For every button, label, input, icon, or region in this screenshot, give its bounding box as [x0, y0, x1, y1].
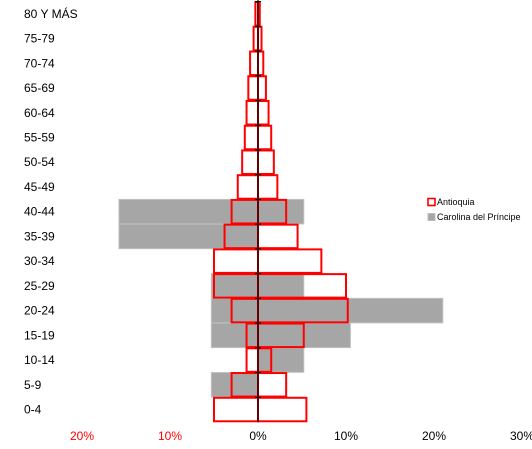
category-label: 70-74 [24, 56, 55, 70]
category-label: 55-59 [24, 130, 55, 144]
category-label: 80 Y MÁS [24, 6, 78, 21]
category-label: 0-4 [24, 403, 42, 417]
bar-antioquia-right-4 [257, 297, 349, 324]
legend-swatch-carolina [427, 213, 436, 221]
legend: Antioquia Carolina del Príncipe [427, 197, 521, 222]
bar-antioquia-left-8 [230, 198, 260, 225]
bar-carolina-left-1 [210, 372, 259, 398]
category-label: 65-69 [24, 81, 55, 95]
bar-antioquia-right-10 [257, 149, 275, 175]
bar-antioquia-left-0 [213, 396, 259, 423]
x-tick-labels: 20% 10% 0% 10% 20% 30% [70, 429, 532, 443]
bar-carolina-right-8 [257, 198, 305, 225]
legend-label-carolina: Carolina del Príncipe [437, 212, 521, 222]
category-labels: 0-4 5-9 10-14 15-19 20-24 25-29 30-34 35-39 40-4… [24, 6, 78, 417]
bar-carolina-left-8 [118, 198, 259, 225]
bar-antioquia-right-1 [257, 372, 288, 398]
antioquia-series [213, 1, 349, 423]
bar-antioquia-left-11 [243, 124, 260, 151]
category-label: 20-24 [24, 304, 55, 318]
category-label: 75-79 [24, 32, 55, 46]
bar-antioquia-left-7 [223, 223, 259, 250]
bar-carolina-right-2 [257, 347, 305, 373]
bar-antioquia-left-5 [213, 273, 259, 299]
bar-antioquia-right-13 [257, 75, 267, 101]
bar-antioquia-left-14 [249, 50, 260, 77]
x-tick-label: 30% [510, 429, 532, 443]
bar-antioquia-right-3 [257, 322, 305, 349]
bar-antioquia-left-12 [245, 100, 259, 126]
x-tick-label: 20% [70, 429, 94, 443]
category-label: 40-44 [24, 205, 55, 219]
bar-antioquia-left-2 [245, 347, 259, 373]
bar-antioquia-right-5 [257, 273, 347, 299]
bar-antioquia-right-7 [257, 223, 299, 250]
category-label: 45-49 [24, 180, 55, 194]
x-tick-label: 10% [334, 429, 358, 443]
category-label: 30-34 [24, 254, 55, 268]
bar-carolina-left-7 [118, 223, 259, 250]
category-label: 35-39 [24, 229, 55, 243]
bar-antioquia-right-9 [257, 174, 279, 200]
bar-antioquia-right-8 [257, 198, 288, 225]
bar-antioquia-left-6 [213, 248, 259, 274]
legend-swatch-antioquia [427, 197, 436, 207]
legend-label-antioquia: Antioquia [437, 197, 475, 207]
bar-antioquia-right-14 [257, 50, 265, 77]
x-tick-label: 20% [422, 429, 446, 443]
category-label: 5-9 [24, 378, 42, 392]
bar-antioquia-left-1 [230, 372, 260, 398]
bar-antioquia-left-3 [245, 322, 259, 349]
category-label: 60-64 [24, 106, 55, 120]
bar-antioquia-right-12 [257, 100, 270, 126]
bar-antioquia-left-4 [230, 297, 260, 324]
axes [255, 0, 261, 422]
bar-antioquia-left-9 [236, 174, 259, 200]
bar-antioquia-right-11 [257, 124, 273, 151]
category-label: 50-54 [24, 155, 55, 169]
bar-antioquia-right-0 [257, 396, 308, 423]
bar-antioquia-right-6 [257, 248, 323, 274]
category-label: 10-14 [24, 353, 55, 367]
category-label: 15-19 [24, 328, 55, 342]
category-label: 25-29 [24, 279, 55, 293]
bar-antioquia-right-2 [257, 347, 273, 373]
x-tick-label: 10% [158, 429, 182, 443]
bar-antioquia-left-13 [247, 75, 260, 101]
x-tick-label: 0% [249, 429, 267, 443]
bar-antioquia-left-10 [241, 149, 260, 175]
